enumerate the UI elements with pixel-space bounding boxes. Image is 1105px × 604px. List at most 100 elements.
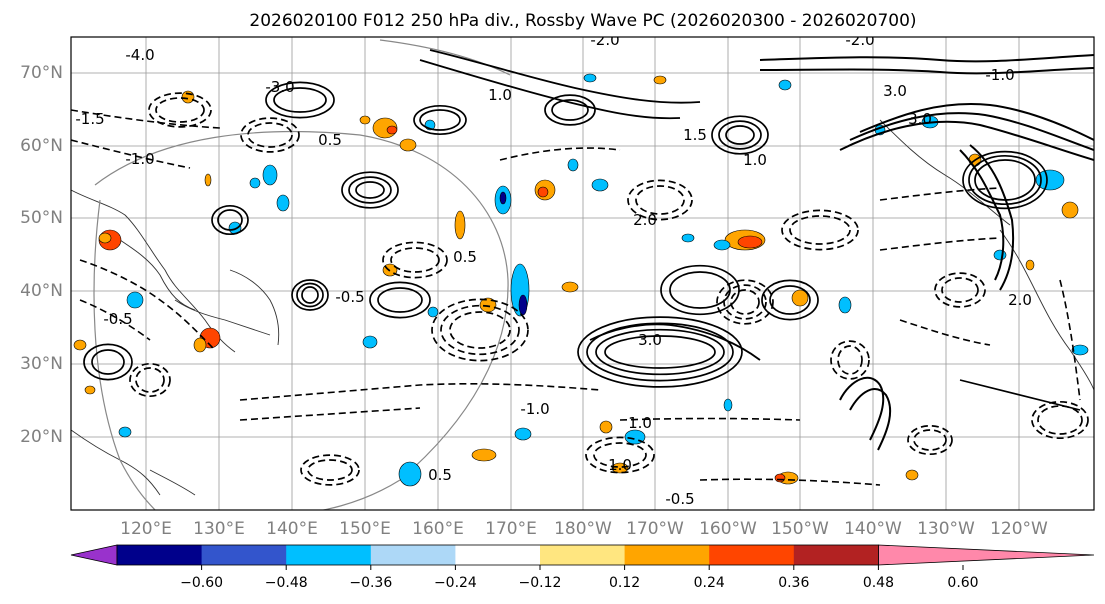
colorbar-tick-label: −0.48 [265,575,308,591]
lon-label: 170°W [626,519,684,539]
colorbar-segment [540,545,626,565]
divergence-patch [126,291,144,309]
colorbar-tick-label: 0.48 [863,575,894,591]
contour-label: 1.0 [743,151,767,169]
negative-contour [499,147,621,161]
divergence-patch [84,385,96,395]
negative-contour [148,92,212,128]
positive-contour [586,322,734,382]
colorbar-tick-label: −0.60 [180,575,223,591]
negative-contour [781,209,859,251]
negative-contour [907,424,953,456]
figure-title: 2026020100 F012 250 hPa div., Rossby Wav… [249,11,916,31]
negative-contour [585,436,655,474]
positive-contour [859,103,1094,141]
contour-label: 0.5 [318,131,342,149]
lon-label: 150°E [339,519,391,539]
divergence-patch [778,79,792,91]
positive-contour [839,376,885,441]
map-border [70,36,1095,511]
contour-label: 3.0 [883,82,907,100]
divergence-patch [905,469,919,481]
lon-label: 150°W [771,519,829,539]
negative-contour [382,241,448,279]
negative-contour [440,304,520,356]
divergence-patch [499,191,507,205]
divergence-patch [181,90,195,104]
divergence-patch [713,239,731,251]
negative-contour [1037,405,1083,435]
divergence-patch [838,296,852,314]
divergence-patch [993,249,1007,261]
negative-contour [71,139,191,169]
divergence-patch [561,281,579,293]
contour-label: 1.0 [628,414,652,432]
contour-label: 1.0 [488,86,512,104]
negative-contour [307,459,353,481]
contour-label: 3.0 [638,331,662,349]
positive-contour [759,67,1094,75]
colorbar-frame [116,544,879,566]
divergence-patch [518,294,528,316]
divergence-patch [98,232,112,244]
negative-contour [830,340,870,380]
colorbar-tick-label: 0.24 [694,575,725,591]
divergence-patch [386,125,398,135]
positive-contour [839,120,1094,161]
lon-label: 140°E [266,519,318,539]
contour-label: -2.0 [590,31,619,49]
negative-contour [300,454,360,486]
divergence-patch [276,194,290,212]
divergence-patch [427,306,439,318]
positive-contour [211,204,249,236]
negative-contour [1031,400,1089,440]
colorbar-segment [370,545,456,565]
colorbar-segment [709,545,795,565]
positive-contour [544,94,596,126]
divergence-patch [73,339,87,351]
positive-contour [413,104,467,136]
positive-contour [217,209,243,231]
negative-contour [239,383,601,401]
lon-label: 130°W [917,519,975,539]
positive-contour [962,150,1048,210]
divergence-patch [653,75,667,85]
negative-contour [593,442,647,468]
positive-contour [273,87,327,113]
divergence-patch [454,210,466,240]
divergence-patch [591,178,609,192]
colorbar-tick-label: −0.36 [349,575,392,591]
negative-contour [635,185,685,215]
positive-contour [849,388,892,451]
divergence-patch [583,73,597,83]
colorbar-segment [201,545,287,565]
divergence-patch [399,138,417,152]
contour-label: -1.0 [520,400,549,418]
positive-contour [291,279,329,311]
divergence-patch [567,158,579,172]
negative-contour [899,319,991,346]
lon-label: 140°W [844,519,902,539]
positive-contour [91,349,125,375]
positive-contour [419,109,461,131]
positive-contour [341,171,399,209]
contour-label: -0.5 [665,490,694,508]
negative-contour [723,284,767,320]
divergence-patch [611,462,629,474]
positive-contour [959,149,1005,281]
positive-contour [660,264,740,316]
lon-axis: 120°E 130°E 140°E 150°E 160°E 170°E 180°… [120,519,1048,539]
negative-contour [449,311,511,349]
lat-label: 50°N [20,208,63,228]
negative-contour [716,279,774,325]
divergence-patch [362,335,378,349]
divergence-patch [1035,169,1065,191]
positive-contour [419,59,681,120]
divergence-patch [737,235,763,249]
negative-contour [71,109,221,129]
positive-contour [83,343,133,381]
positive-contour [296,282,324,308]
negative-contour [239,407,421,421]
colorbar-segment [793,545,879,565]
negative-contour [619,417,801,421]
